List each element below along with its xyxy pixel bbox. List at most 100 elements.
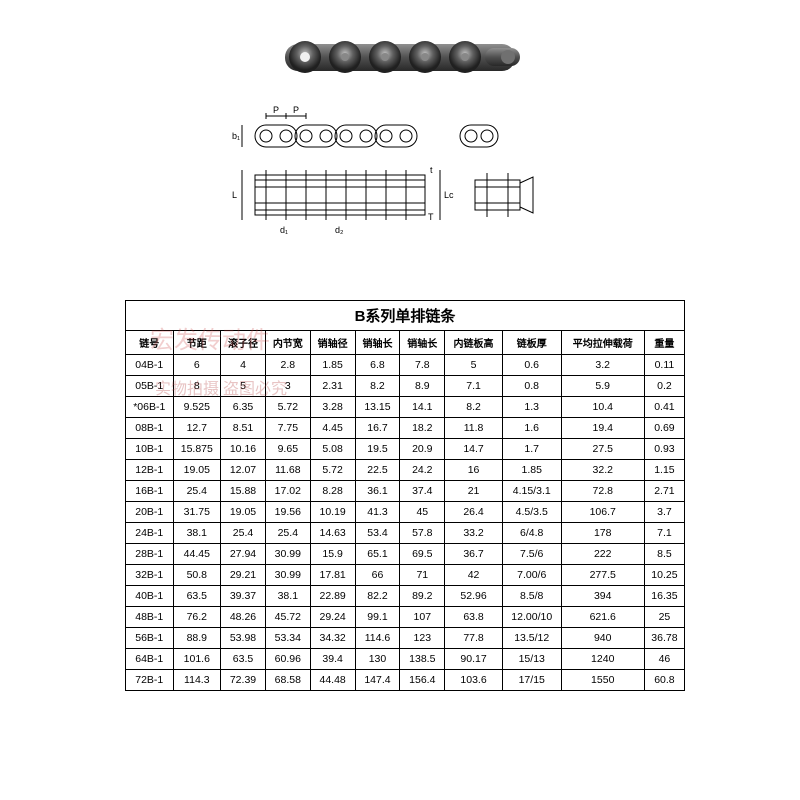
table-cell: *06B-1: [126, 397, 174, 418]
table-cell: 106.7: [561, 502, 644, 523]
table-cell: 1.15: [644, 460, 684, 481]
dim-label-d2: d₂: [335, 225, 344, 235]
table-row: 20B-131.7519.0519.5610.1941.34526.44.5/3…: [126, 502, 685, 523]
table-row: 64B-1101.663.560.9639.4130138.590.1715/1…: [126, 649, 685, 670]
dim-label-Lc: Lc: [444, 190, 454, 200]
table-cell: 48B-1: [126, 607, 174, 628]
table-cell: 2.8: [265, 355, 310, 376]
table-cell: 25.4: [265, 523, 310, 544]
table-cell: 53.98: [221, 628, 266, 649]
table-cell: 10.19: [310, 502, 355, 523]
table-cell: 32.2: [561, 460, 644, 481]
table-cell: 16.7: [355, 418, 400, 439]
table-cell: 9.525: [173, 397, 221, 418]
table-cell: 19.4: [561, 418, 644, 439]
table-cell: 60.96: [265, 649, 310, 670]
table-cell: 3.7: [644, 502, 684, 523]
table-cell: 90.17: [445, 649, 503, 670]
table-cell: 25: [644, 607, 684, 628]
table-cell: 1.3: [502, 397, 561, 418]
table-cell: 12.7: [173, 418, 221, 439]
table-cell: 22.5: [355, 460, 400, 481]
table-cell: 14.1: [400, 397, 445, 418]
table-cell: 3.28: [310, 397, 355, 418]
table-body: 04B-1642.81.856.87.850.63.20.1105B-18532…: [126, 355, 685, 691]
table-cell: 123: [400, 628, 445, 649]
table-cell: 2.31: [310, 376, 355, 397]
table-cell: 2.71: [644, 481, 684, 502]
table-cell: 63.8: [445, 607, 503, 628]
table-cell: 72B-1: [126, 670, 174, 691]
table-cell: 76.2: [173, 607, 221, 628]
table-cell: 20B-1: [126, 502, 174, 523]
table-cell: 1550: [561, 670, 644, 691]
table-cell: 99.1: [355, 607, 400, 628]
table-row: 56B-188.953.9853.3434.32114.612377.813.5…: [126, 628, 685, 649]
table-cell: 10.16: [221, 439, 266, 460]
table-cell: 147.4: [355, 670, 400, 691]
dim-label-p2: P: [293, 105, 299, 115]
table-row: 08B-112.78.517.754.4516.718.211.81.619.4…: [126, 418, 685, 439]
table-cell: 12.07: [221, 460, 266, 481]
table-cell: 156.4: [400, 670, 445, 691]
table-title: B系列单排链条: [126, 301, 685, 331]
table-cell: 53.34: [265, 628, 310, 649]
table-cell: 88.9: [173, 628, 221, 649]
table-cell: 8.28: [310, 481, 355, 502]
table-cell: 42: [445, 565, 503, 586]
table-cell: 11.8: [445, 418, 503, 439]
table-cell: 71: [400, 565, 445, 586]
table-cell: 107: [400, 607, 445, 628]
table-cell: 0.11: [644, 355, 684, 376]
table-cell: 5.9: [561, 376, 644, 397]
table-cell: 48.26: [221, 607, 266, 628]
table-cell: 8.5/8: [502, 586, 561, 607]
table-cell: 17/15: [502, 670, 561, 691]
table-cell: 08B-1: [126, 418, 174, 439]
table-cell: 30.99: [265, 565, 310, 586]
table-cell: 32B-1: [126, 565, 174, 586]
table-cell: 04B-1: [126, 355, 174, 376]
table-cell: 130: [355, 649, 400, 670]
table-cell: 8.2: [355, 376, 400, 397]
table-cell: 5.72: [265, 397, 310, 418]
table-cell: 4: [221, 355, 266, 376]
table-cell: 940: [561, 628, 644, 649]
dim-label-d1: d₁: [280, 225, 288, 235]
table-cell: 1.6: [502, 418, 561, 439]
table-cell: 13.15: [355, 397, 400, 418]
table-cell: 25.4: [221, 523, 266, 544]
table-cell: 3.2: [561, 355, 644, 376]
table-cell: 40B-1: [126, 586, 174, 607]
table-cell: 11.68: [265, 460, 310, 481]
col-header: 内链板高: [445, 331, 503, 355]
table-cell: 17.02: [265, 481, 310, 502]
table-cell: 101.6: [173, 649, 221, 670]
table-cell: 9.65: [265, 439, 310, 460]
table-cell: 15.9: [310, 544, 355, 565]
table-cell: 5: [221, 376, 266, 397]
table-cell: 19.05: [221, 502, 266, 523]
table-cell: 5.72: [310, 460, 355, 481]
spec-table: B系列单排链条 链号节距滚子径内节宽销轴径销轴长销轴长内链板高链板厚平均拉伸载荷…: [125, 300, 685, 691]
table-row: 10B-115.87510.169.655.0819.520.914.71.72…: [126, 439, 685, 460]
table-cell: 1.85: [310, 355, 355, 376]
table-cell: 13.5/12: [502, 628, 561, 649]
dim-label-b: b₁: [232, 131, 240, 141]
table-cell: 38.1: [173, 523, 221, 544]
table-cell: 63.5: [173, 586, 221, 607]
table-cell: 36.78: [644, 628, 684, 649]
table-cell: 6/4.8: [502, 523, 561, 544]
table-cell: 7.5/6: [502, 544, 561, 565]
table-cell: 72.39: [221, 670, 266, 691]
header-row: 链号节距滚子径内节宽销轴径销轴长销轴长内链板高链板厚平均拉伸载荷重量: [126, 331, 685, 355]
table-cell: 8.2: [445, 397, 503, 418]
table-cell: 0.41: [644, 397, 684, 418]
table-row: 24B-138.125.425.414.6353.457.833.26/4.81…: [126, 523, 685, 544]
col-header: 重量: [644, 331, 684, 355]
table-cell: 8.5: [644, 544, 684, 565]
table-cell: 65.1: [355, 544, 400, 565]
table-cell: 621.6: [561, 607, 644, 628]
table-cell: 36.7: [445, 544, 503, 565]
col-header: 链号: [126, 331, 174, 355]
